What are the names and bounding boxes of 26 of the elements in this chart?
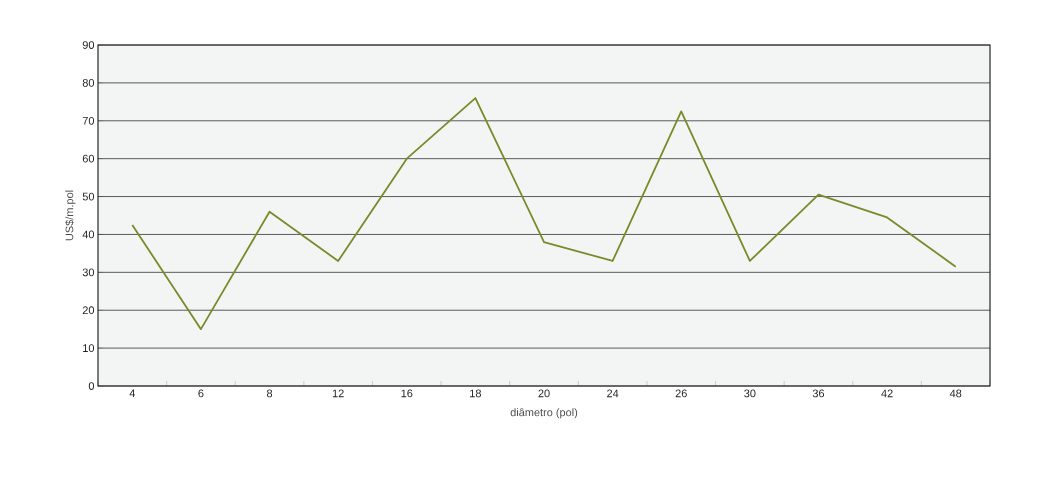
- y-tick-label: 60: [82, 154, 95, 163]
- x-tick-label: 48: [949, 389, 962, 398]
- y-tick-label: 20: [82, 306, 95, 315]
- y-axis-title: US$/m.pol: [65, 190, 76, 241]
- x-tick-label: 24: [607, 389, 619, 398]
- x-tick-label: 8: [266, 389, 273, 398]
- y-tick-label: 50: [82, 192, 95, 201]
- x-tick-label: 18: [470, 389, 481, 398]
- x-tick-label: 36: [812, 389, 825, 398]
- x-tick-label: 26: [675, 389, 687, 398]
- y-tick-label: 90: [82, 41, 95, 49]
- x-tick-label: 16: [401, 389, 413, 398]
- x-tick-label: 4: [129, 389, 136, 398]
- x-tick-label: 6: [198, 389, 204, 398]
- y-tick-label: 10: [83, 344, 95, 352]
- y-tick-label: 0: [88, 382, 95, 390]
- y-tick-label: 30: [82, 268, 95, 277]
- y-tick-label: 70: [82, 116, 95, 125]
- line-series: [131, 97, 957, 331]
- x-tick-label: 12: [332, 389, 344, 398]
- x-tick-label: 42: [881, 389, 893, 398]
- x-axis-title: diâmetro (pol): [510, 408, 578, 419]
- y-tick-label: 80: [82, 79, 95, 87]
- x-tick-label: 30: [744, 389, 756, 398]
- x-tick-label: 20: [538, 389, 550, 398]
- y-tick-label: 40: [82, 230, 95, 239]
